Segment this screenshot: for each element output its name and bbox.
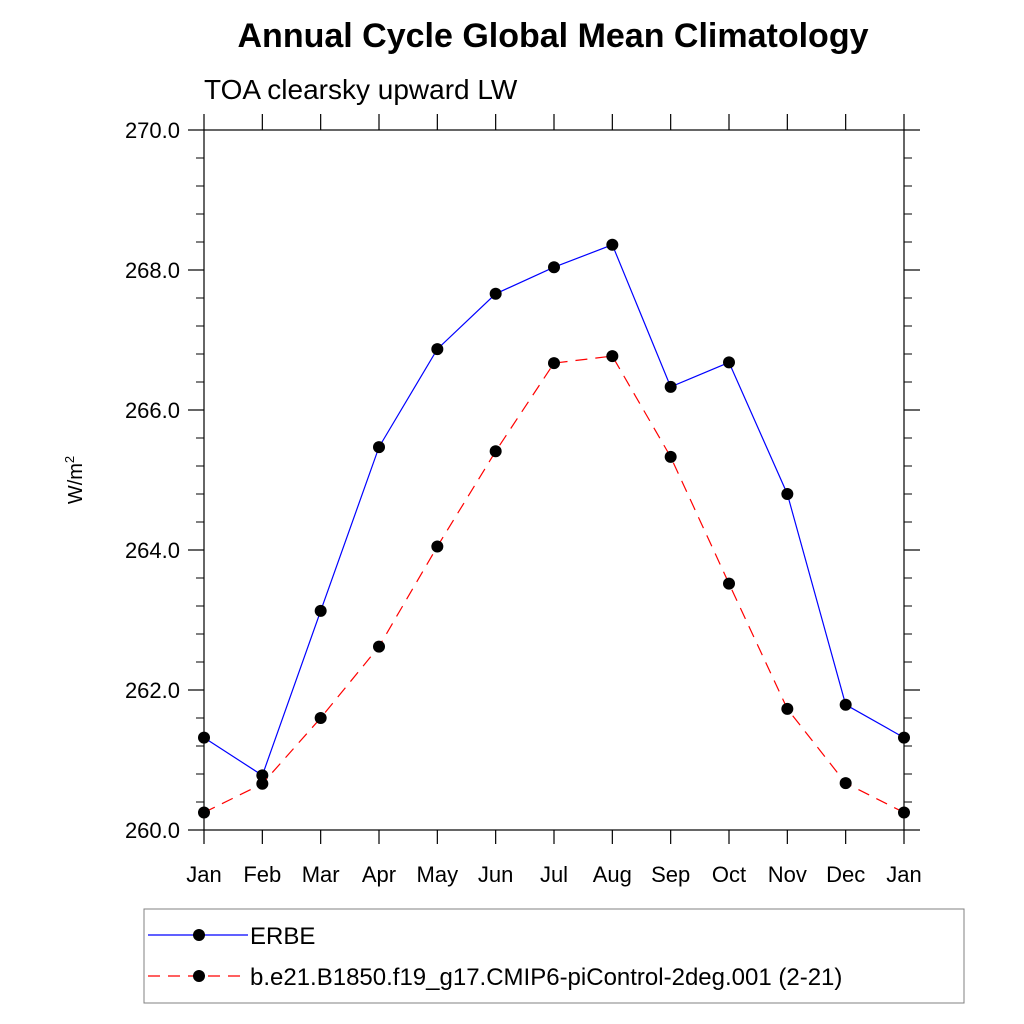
y-tick-label: 262.0	[125, 678, 180, 703]
legend: ERBE b.e21.B1850.f19_g17.CMIP6-piControl-…	[143, 908, 965, 1004]
x-tick-label: Feb	[243, 862, 281, 887]
y-tick-label: 268.0	[125, 258, 180, 283]
data-point	[548, 357, 560, 370]
x-tick-labels: Jan Feb Mar Apr May Jun Jul Aug Sep Oct Nov Dec Jan	[186, 862, 921, 887]
data-point	[723, 577, 735, 590]
plot-frame	[203, 129, 905, 831]
chart-subtitle: TOA clearsky upward LW	[204, 74, 518, 105]
data-point	[723, 356, 735, 369]
data-point	[839, 698, 852, 711]
y-tick-label: 260.0	[125, 818, 180, 843]
legend-marker-1	[193, 970, 205, 982]
legend-marker-0	[193, 929, 205, 941]
chart-title: Annual Cycle Global Mean Climatology	[238, 17, 869, 55]
y-tick-label: 266.0	[125, 398, 180, 423]
major-ticks	[188, 114, 920, 844]
x-tick-label: Jan	[186, 862, 221, 887]
data-point	[489, 287, 502, 300]
series-line-1	[203, 355, 905, 814]
x-tick-label: Jun	[478, 862, 513, 887]
data-point	[314, 604, 327, 617]
data-point	[256, 769, 269, 782]
data-point	[781, 488, 794, 500]
data-point	[373, 640, 385, 653]
x-tick-label: Sep	[651, 862, 690, 887]
x-tick-label: Apr	[362, 862, 396, 887]
minor-ticks	[196, 129, 912, 831]
data-point	[256, 777, 269, 790]
data-point	[664, 450, 677, 463]
y-tick-label: 264.0	[125, 538, 180, 563]
x-tick-label: Dec	[826, 862, 865, 887]
y-tick-labels: 260.0 262.0 264.0 266.0 268.0 270.0	[125, 118, 180, 843]
y-axis-label: W/m2	[62, 456, 87, 504]
legend-label-0: ERBE	[250, 923, 315, 950]
data-point	[489, 445, 502, 458]
data-point	[431, 343, 444, 356]
x-tick-label: Mar	[302, 862, 340, 887]
x-tick-label: Nov	[768, 862, 807, 887]
data-point	[373, 441, 385, 454]
x-tick-label: Oct	[712, 862, 746, 887]
y-tick-label: 270.0	[125, 118, 180, 143]
data-point	[606, 350, 619, 363]
x-tick-label: Aug	[593, 862, 632, 887]
legend-box	[143, 908, 965, 1004]
data-point	[431, 540, 444, 553]
series-line-0	[203, 244, 905, 777]
data-point	[606, 238, 619, 251]
data-point	[664, 380, 677, 393]
x-tick-label: Jan	[886, 862, 921, 887]
x-tick-label: Jul	[540, 862, 568, 887]
x-tick-label: May	[417, 862, 459, 887]
data-point	[839, 777, 852, 790]
data-point	[314, 712, 327, 724]
data-point	[548, 261, 560, 274]
legend-label-1: b.e21.B1850.f19_g17.CMIP6-piControl-2deg…	[250, 964, 842, 991]
series-layer	[198, 238, 910, 819]
data-point	[781, 702, 794, 715]
